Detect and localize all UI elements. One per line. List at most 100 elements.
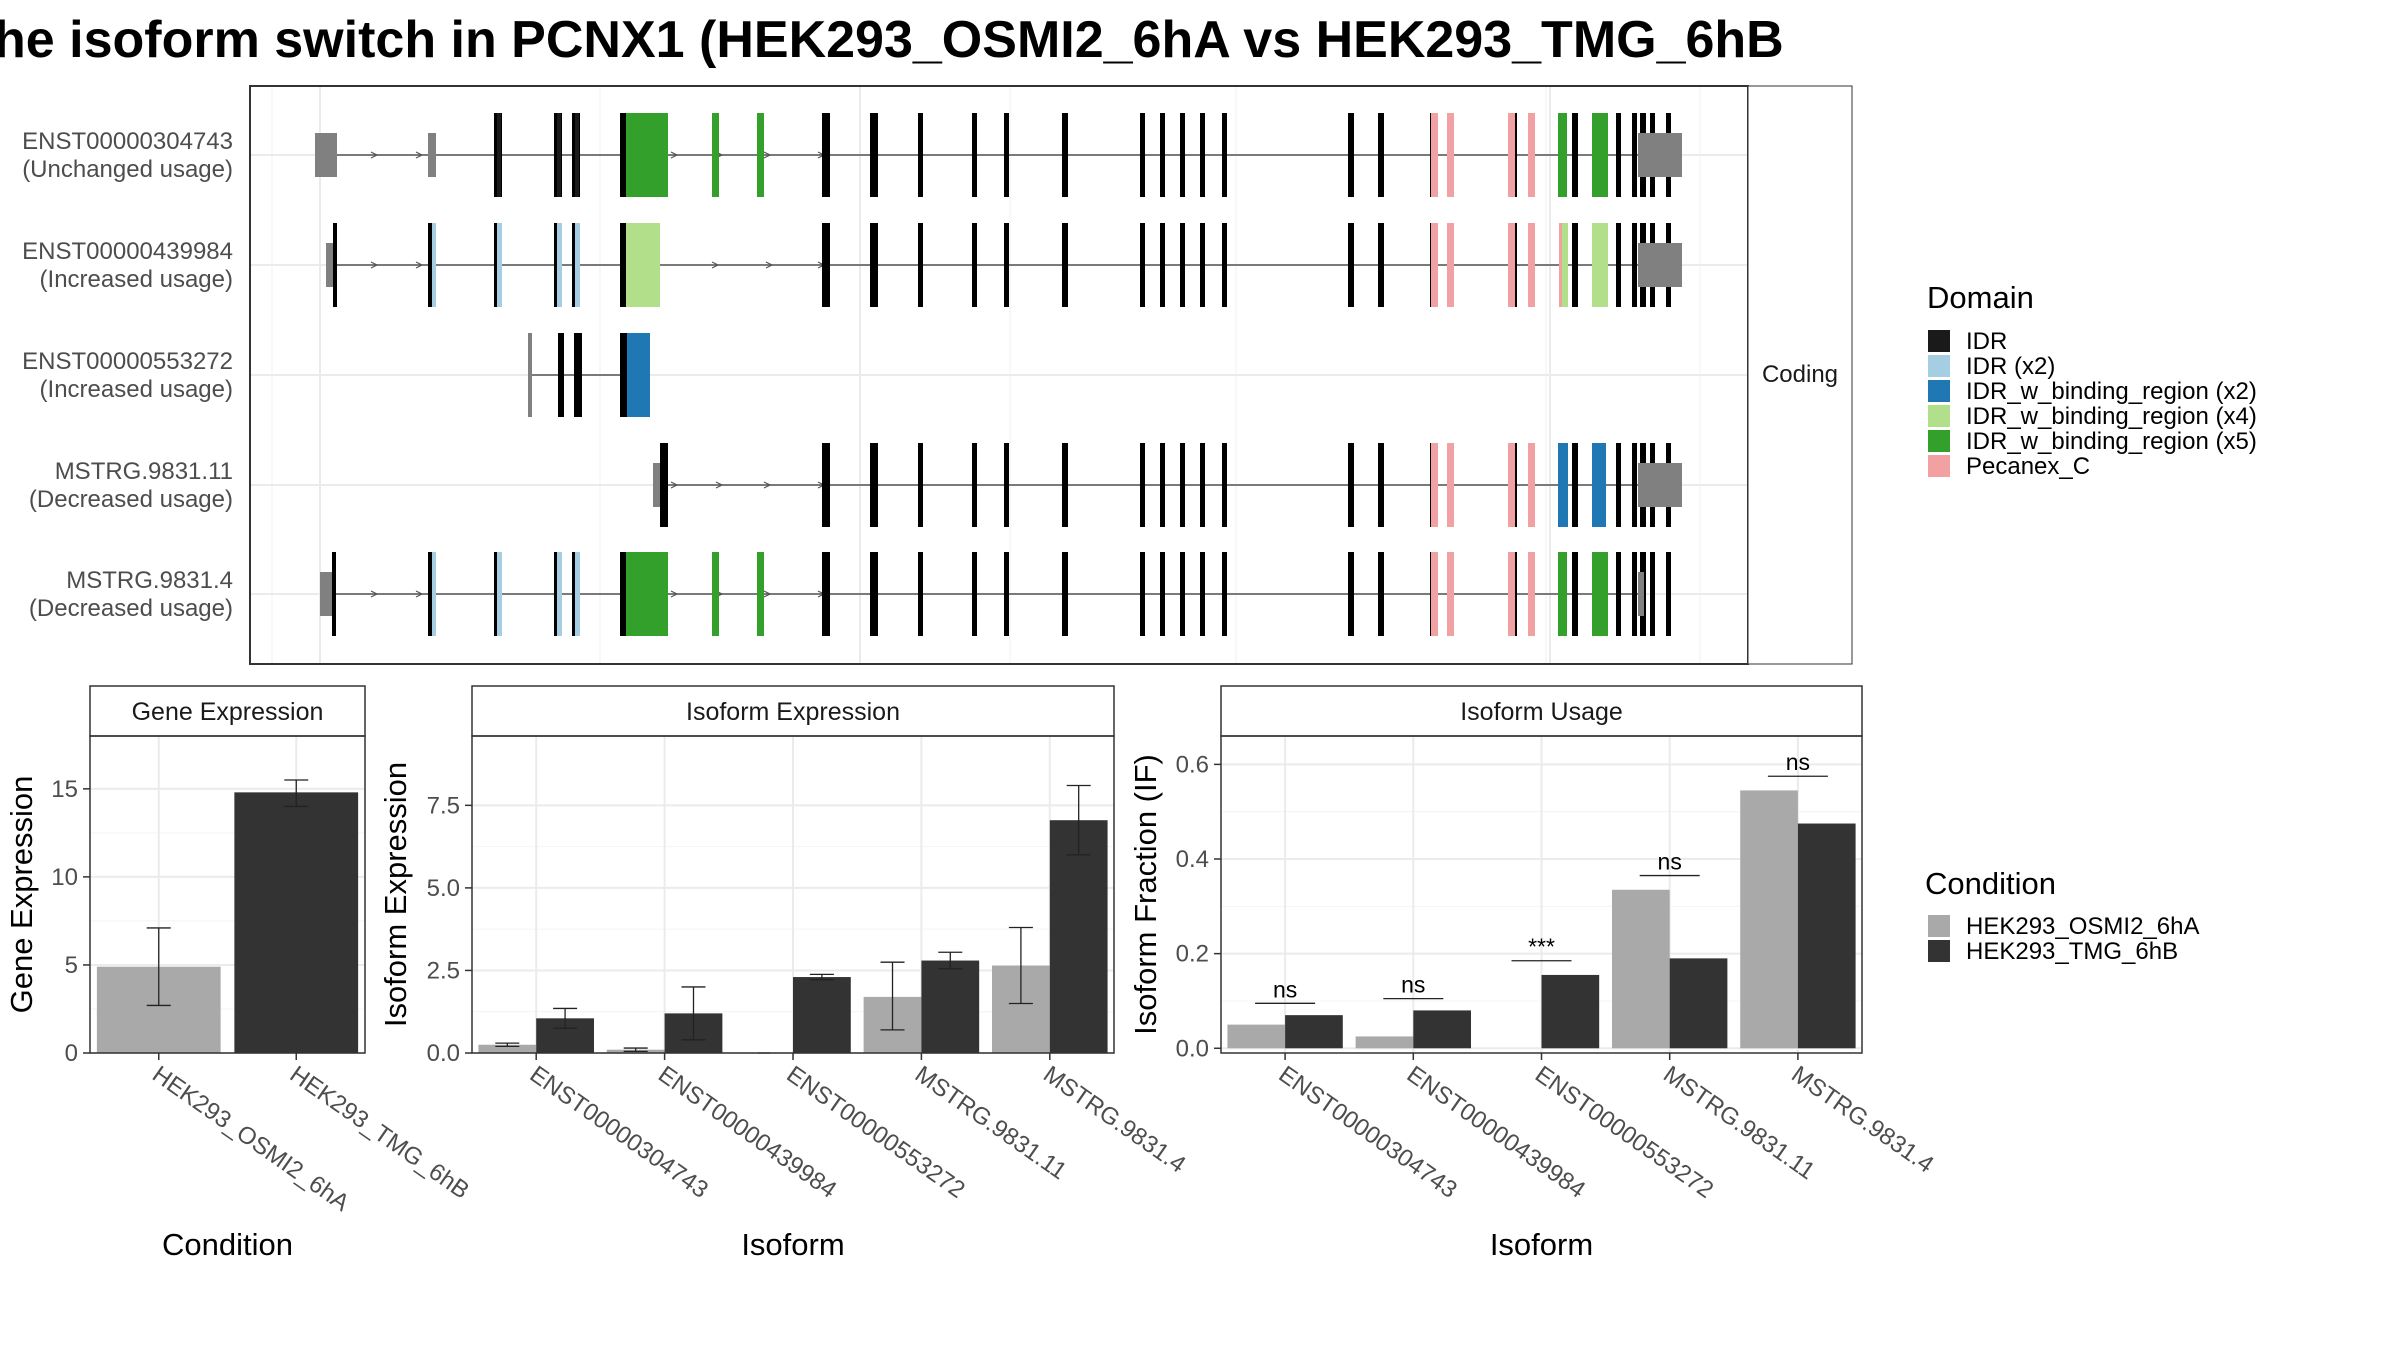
panel-title: Gene Expression <box>132 698 324 726</box>
domain-segment <box>432 552 436 636</box>
y-tick-label: 15 <box>51 776 78 803</box>
exon <box>1650 552 1655 636</box>
intron-arrow <box>711 261 720 269</box>
significance-label: ns <box>1273 976 1297 1002</box>
significance-label: ns <box>1401 972 1425 998</box>
exon <box>1222 223 1227 307</box>
domain-segment <box>1447 552 1454 636</box>
exon <box>1222 443 1227 527</box>
domain-segment <box>1447 113 1454 197</box>
exon <box>870 223 878 307</box>
panel-title: Isoform Expression <box>686 698 900 726</box>
domain-segment <box>627 333 650 417</box>
exon <box>1200 113 1205 197</box>
domain-segment <box>1558 113 1567 197</box>
exon <box>1140 113 1145 197</box>
legend-label: IDR_w_binding_region (x5) <box>1966 428 2257 455</box>
domain-segment <box>575 223 580 307</box>
legend-swatch <box>1928 430 1950 452</box>
exon <box>1222 113 1227 197</box>
transcript-id-label: MSTRG.9831.11 <box>55 458 233 485</box>
significance-label: ns <box>1786 749 1810 775</box>
utr-exon <box>1638 572 1644 616</box>
transcript-usage-label: (Increased usage) <box>40 266 233 293</box>
transcript-id-label: MSTRG.9831.4 <box>66 567 233 594</box>
utr-exon <box>320 572 334 616</box>
transcript-usage-label: (Unchanged usage) <box>22 156 233 183</box>
exon <box>1572 223 1578 307</box>
y-tick-label: 0.0 <box>427 1040 460 1067</box>
exon <box>558 333 564 417</box>
y-tick-label: 10 <box>51 864 78 891</box>
transcript-usage-label: (Increased usage) <box>40 376 233 403</box>
y-tick-label: 0.0 <box>1176 1035 1209 1062</box>
domain-segment <box>757 552 764 636</box>
y-axis-title: Gene Expression <box>4 776 39 1014</box>
domain-segment <box>432 223 436 307</box>
exon <box>574 333 582 417</box>
exon <box>972 443 977 527</box>
domain-segment <box>1592 113 1608 197</box>
exon <box>1616 443 1621 527</box>
bar <box>1355 1036 1414 1049</box>
exon <box>918 113 923 197</box>
x-axis-title: Condition <box>162 1227 293 1262</box>
legend-label: HEK293_OSMI2_6hA <box>1966 913 2199 940</box>
exon <box>972 223 977 307</box>
exon <box>1616 223 1621 307</box>
transcript-usage-label: (Decreased usage) <box>29 595 233 622</box>
y-axis-title: Isoform Expression <box>378 762 413 1027</box>
exon <box>1004 443 1009 527</box>
exon <box>1062 552 1068 636</box>
domain-segment <box>1508 113 1515 197</box>
transcript-id-label: ENST00000304743 <box>22 128 233 155</box>
intron-arrow <box>415 261 424 269</box>
y-tick-label: 0.2 <box>1176 941 1209 968</box>
domain-segment <box>757 113 764 197</box>
exon <box>1062 113 1068 197</box>
exon <box>1180 443 1185 527</box>
panel-strip <box>89 685 366 737</box>
transcript-id-label: ENST00000439984 <box>22 238 233 265</box>
exon <box>1378 443 1384 527</box>
isoform-expression-chart: Isoform ExpressionENST00000304743ENST000… <box>378 685 1190 1262</box>
intron-arrow <box>670 481 679 489</box>
exon <box>1180 223 1185 307</box>
exon <box>1632 223 1637 307</box>
transcript-structure-panel: ENST00000304743(Unchanged usage) ENST0000… <box>22 85 1749 665</box>
domain-segment <box>626 113 668 197</box>
transcript-id-label: ENST00000553272 <box>22 348 233 375</box>
y-tick-label: 7.5 <box>427 792 460 819</box>
exon <box>1140 223 1145 307</box>
y-tick-label: 0.6 <box>1176 751 1209 778</box>
exon <box>1004 223 1009 307</box>
utr-exon <box>326 243 334 287</box>
exon <box>1004 552 1009 636</box>
domain-segment <box>497 223 502 307</box>
domain-segment <box>1562 223 1568 307</box>
exon <box>1200 552 1205 636</box>
bar <box>1612 889 1670 1049</box>
domain-segment <box>1528 552 1535 636</box>
exon <box>870 113 878 197</box>
domain-segment <box>1431 443 1438 527</box>
domain-segment <box>557 552 562 636</box>
bar <box>1285 1015 1343 1049</box>
intron-arrow <box>765 261 774 269</box>
plot-border <box>1220 735 1863 1054</box>
exon <box>1348 552 1354 636</box>
legend-swatch <box>1928 405 1950 427</box>
legend-swatch <box>1928 455 1950 477</box>
exon <box>660 443 668 527</box>
exon <box>1348 223 1354 307</box>
exon <box>822 223 830 307</box>
exon <box>1632 443 1637 527</box>
legend-swatch <box>1928 380 1950 402</box>
legend-swatch <box>1928 915 1950 937</box>
utr-exon <box>315 133 337 177</box>
y-axis-title: Isoform Fraction (IF) <box>1128 754 1163 1035</box>
intron-arrow <box>715 481 724 489</box>
exon <box>1348 443 1354 527</box>
